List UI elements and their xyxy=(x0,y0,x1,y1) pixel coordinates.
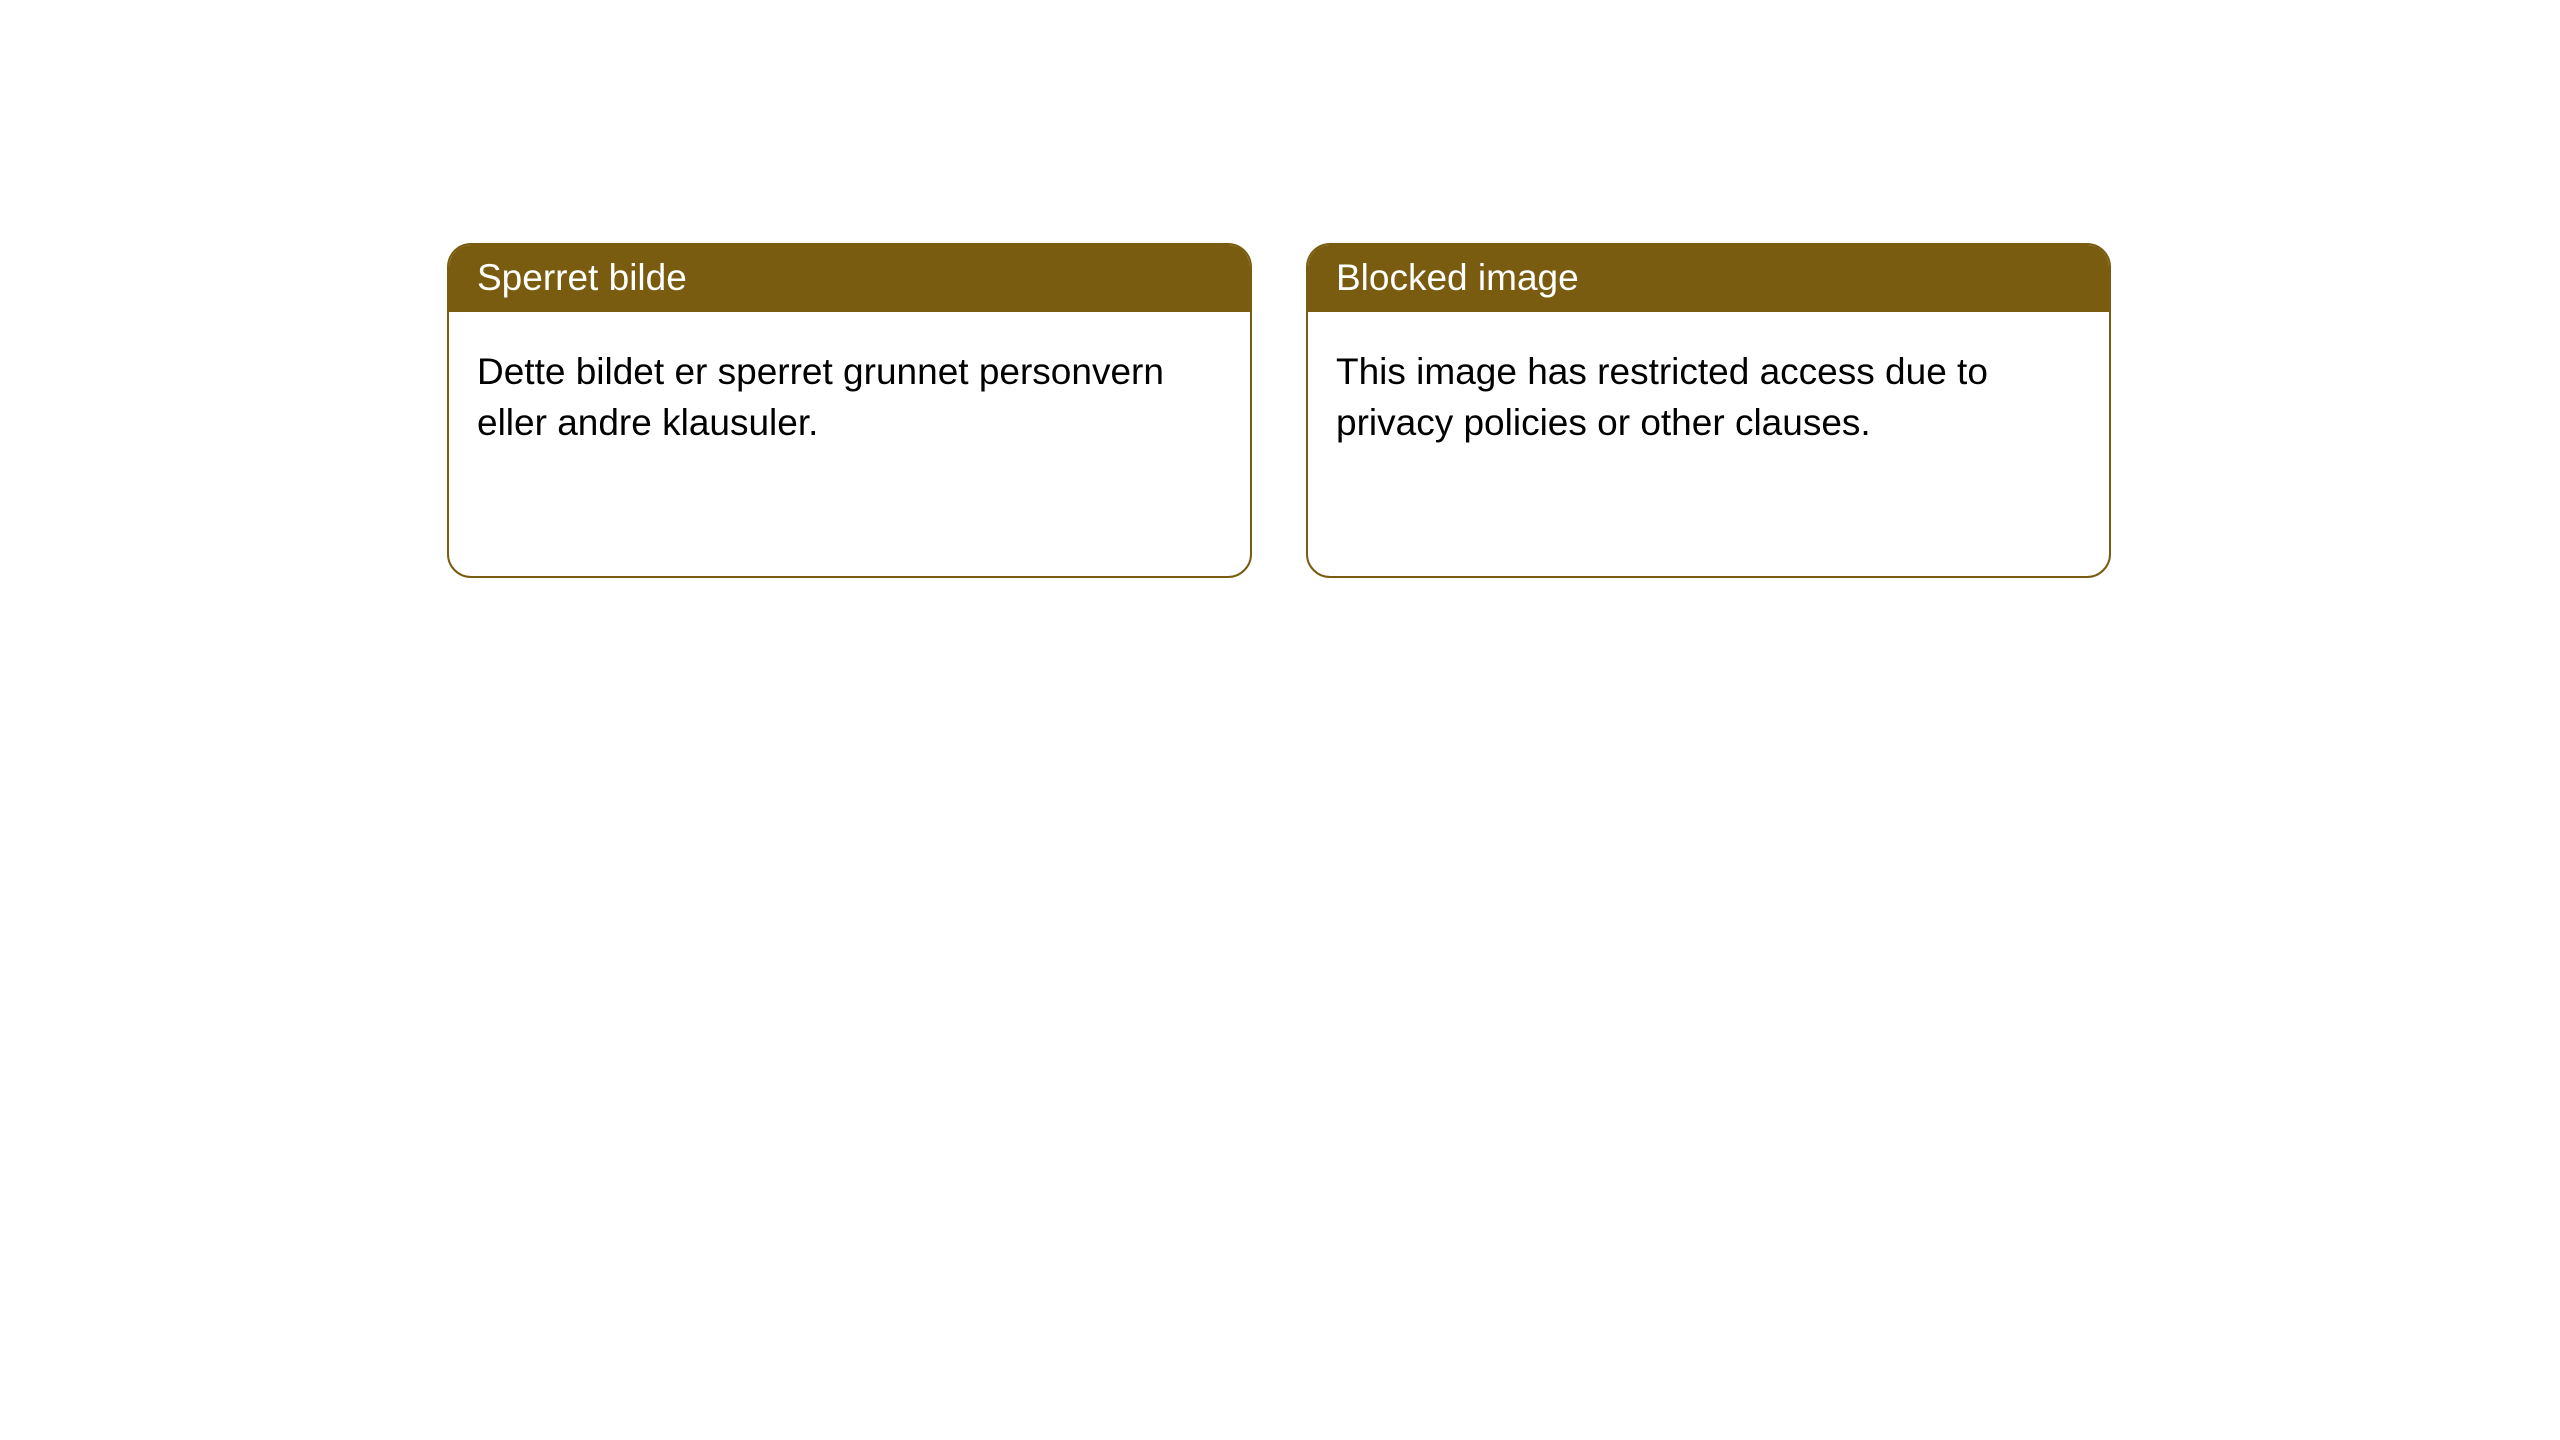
card-title: Sperret bilde xyxy=(477,257,687,298)
blocked-image-card-norwegian: Sperret bilde Dette bildet er sperret gr… xyxy=(447,243,1252,578)
card-header: Sperret bilde xyxy=(449,245,1250,312)
card-body-text: This image has restricted access due to … xyxy=(1336,351,1988,443)
card-body-text: Dette bildet er sperret grunnet personve… xyxy=(477,351,1164,443)
card-header: Blocked image xyxy=(1308,245,2109,312)
card-title: Blocked image xyxy=(1336,257,1579,298)
card-body: Dette bildet er sperret grunnet personve… xyxy=(449,312,1250,482)
notice-cards-container: Sperret bilde Dette bildet er sperret gr… xyxy=(0,0,2560,578)
card-body: This image has restricted access due to … xyxy=(1308,312,2109,482)
blocked-image-card-english: Blocked image This image has restricted … xyxy=(1306,243,2111,578)
